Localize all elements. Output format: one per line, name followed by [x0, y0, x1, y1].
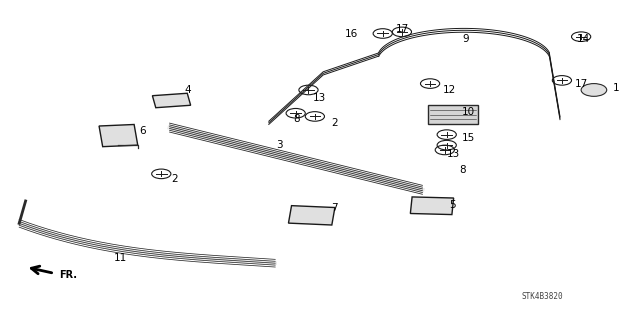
Circle shape [581, 84, 607, 96]
Text: 8: 8 [293, 114, 300, 124]
Text: 1: 1 [612, 83, 619, 93]
Text: 3: 3 [276, 140, 283, 150]
Bar [410, 197, 454, 215]
Text: 9: 9 [462, 34, 468, 44]
Text: 10: 10 [462, 107, 476, 117]
Text: 7: 7 [332, 203, 338, 213]
Text: 2: 2 [332, 118, 338, 129]
Text: 14: 14 [577, 34, 591, 44]
Text: 12: 12 [443, 85, 456, 95]
Text: 17: 17 [396, 24, 409, 34]
Text: 6: 6 [140, 126, 146, 137]
Text: 17: 17 [575, 78, 588, 89]
Text: 13: 13 [312, 93, 326, 103]
Text: 16: 16 [344, 29, 358, 40]
Bar [152, 93, 191, 108]
Bar [289, 206, 335, 225]
Text: 11: 11 [114, 253, 127, 263]
Bar [99, 124, 138, 147]
Text: STK4B3820: STK4B3820 [522, 293, 563, 301]
Text: 15: 15 [462, 133, 476, 143]
Text: 13: 13 [447, 149, 460, 159]
FancyBboxPatch shape [428, 105, 478, 124]
Text: 5: 5 [449, 200, 456, 210]
Text: FR.: FR. [59, 270, 77, 280]
Text: 2: 2 [172, 174, 178, 184]
Text: 8: 8 [460, 165, 466, 175]
Text: 4: 4 [184, 85, 191, 95]
